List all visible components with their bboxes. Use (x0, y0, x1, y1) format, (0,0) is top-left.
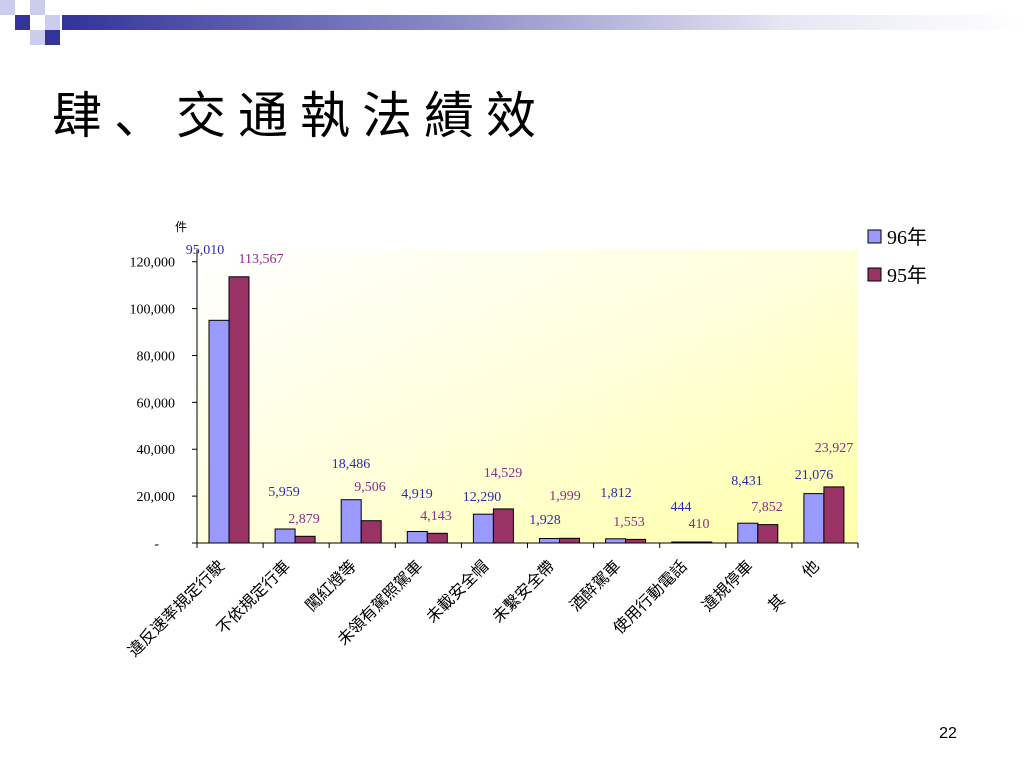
data-labels: 95,010 5,959 18,486 4,919 12,290 1,928 1,812 44… (186, 243, 854, 532)
y-tick-label: 60,000 (137, 396, 176, 411)
data-label-series-2-category-9: 7,852 (751, 500, 783, 515)
legend-swatch-series-2 (867, 267, 882, 282)
decoration-square (30, 30, 45, 45)
bar-series-2-category-9 (757, 524, 779, 544)
y-tick-label: 40,000 (137, 443, 176, 458)
y-tick-label: - (154, 537, 159, 552)
bar-series-2-category-10 (823, 486, 845, 544)
data-label-series-1-category-3: 18,486 (332, 457, 371, 472)
data-label-series-2-category-1: 113,567 (239, 252, 284, 267)
bar-series-1-category-3 (340, 499, 362, 544)
legend-label-series-1: 96年 (887, 226, 927, 249)
data-label-series-2-category-5: 14,529 (484, 466, 523, 481)
bar-series-1-category-9 (737, 522, 759, 544)
decoration-square (30, 0, 45, 15)
data-label-series-2-category-2: 2,879 (288, 512, 320, 527)
bar-series-2-category-7 (625, 538, 647, 544)
data-label-series-1-category-8: 444 (671, 500, 692, 515)
header-gradient-bar (62, 15, 1024, 30)
decoration-square (45, 30, 60, 45)
bar-series-2-category-3 (360, 520, 382, 544)
y-axis-unit-label: 件 (175, 220, 187, 234)
bar-series-1-category-5 (472, 513, 494, 544)
y-tick-label: 120,000 (130, 256, 176, 271)
bar-series-2-category-5 (492, 508, 514, 544)
data-label-series-2-category-8: 410 (689, 517, 710, 532)
x-tick-label-10: 其 他 (765, 557, 823, 615)
x-tick-label-1: 違反速率規定行駛 (125, 557, 228, 660)
decoration-square (0, 0, 15, 15)
legend: 96年 95年 (867, 226, 927, 287)
y-tick-label: 20,000 (137, 490, 176, 505)
x-tick-label-3: 闖紅燈等 (302, 557, 360, 615)
bar-series-1-category-6 (539, 538, 560, 544)
x-tick-label-5: 未載安全帽 (423, 557, 492, 626)
bar-series-1-category-1 (208, 319, 230, 544)
y-axis: - 20,000 40,000 60,000 80,000 100,000 120,000 件 (130, 220, 197, 552)
bar-series-2-category-4 (426, 532, 448, 544)
decoration-square (15, 15, 30, 30)
x-tick-label-6: 未繫安全帶 (489, 557, 558, 626)
data-label-series-2-category-7: 1,553 (613, 515, 645, 530)
x-tick-label-7: 酒醉駕車 (566, 557, 624, 615)
page-number: 22 (939, 725, 957, 742)
y-tick-label: 100,000 (130, 303, 176, 318)
bar-series-2-category-1 (228, 276, 250, 544)
data-label-series-1-category-4: 4,919 (401, 487, 433, 502)
y-tick-label: 80,000 (137, 350, 176, 365)
bars (208, 276, 845, 544)
slide-title: 肆、交通執法績效 (52, 88, 548, 144)
x-tick-label-9: 違規停車 (699, 557, 757, 615)
bar-series-1-category-2 (274, 528, 296, 544)
data-label-series-2-category-6: 1,999 (549, 489, 581, 504)
plot-area (197, 250, 858, 543)
bar-series-1-category-7 (605, 538, 627, 544)
bar-series-1-category-4 (406, 531, 428, 544)
bar-series-2-category-2 (294, 535, 316, 544)
bar-series-2-category-6 (559, 537, 580, 544)
data-label-series-1-category-6: 1,928 (529, 513, 561, 528)
data-label-series-1-category-9: 8,431 (731, 474, 763, 489)
legend-label-series-2: 95年 (887, 264, 927, 287)
data-label-series-1-category-7: 1,812 (600, 486, 632, 501)
data-label-series-1-category-1: 95,010 (186, 243, 225, 258)
data-label-series-2-category-3: 9,506 (354, 480, 386, 495)
data-label-series-2-category-10: 23,927 (815, 441, 854, 456)
decoration-square (45, 15, 60, 30)
legend-swatch-series-1 (867, 229, 882, 244)
data-label-series-1-category-5: 12,290 (463, 490, 502, 505)
bar-series-1-category-10 (803, 493, 825, 544)
data-label-series-1-category-2: 5,959 (268, 485, 300, 500)
data-label-series-1-category-10: 21,076 (795, 468, 834, 483)
data-label-series-2-category-4: 4,143 (420, 509, 452, 524)
